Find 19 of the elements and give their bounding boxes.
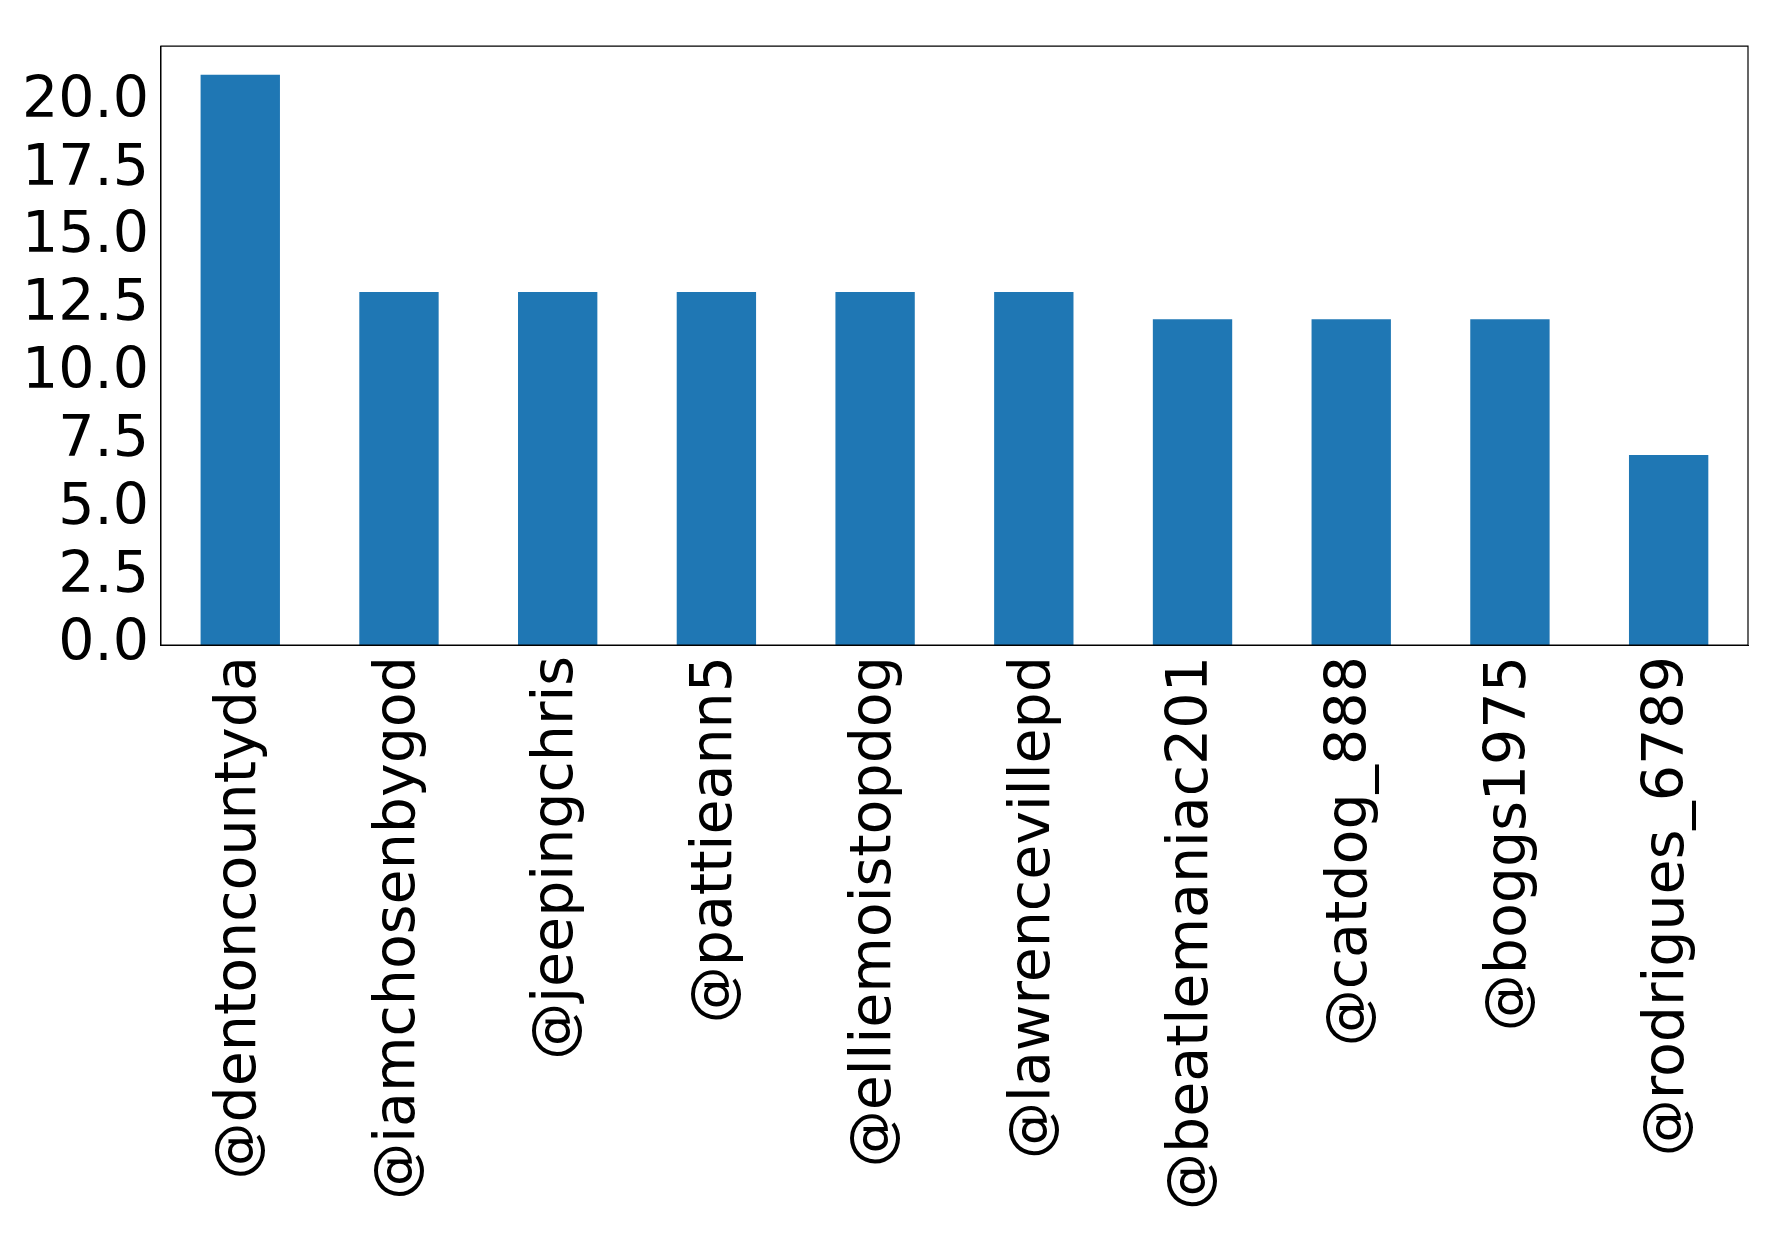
y-tick-label: 15.0	[21, 199, 149, 266]
y-tick-label: 12.5	[21, 267, 149, 334]
x-tick-label: @rodrigues_6789	[1630, 656, 1697, 1157]
x-tick-label: @dentoncountyda	[202, 656, 269, 1180]
x-tick-label: @beatlemaniac201	[1154, 656, 1221, 1211]
y-tick-label: 7.5	[58, 403, 149, 470]
x-tick-label: @lawrencevillepd	[995, 656, 1062, 1159]
y-tick-label: 2.5	[58, 539, 149, 605]
y-tick-label: 10.0	[21, 335, 149, 402]
x-tick-label: @iamchosenbygod	[360, 656, 427, 1200]
x-tick-label: @catdog_888	[1313, 656, 1380, 1047]
y-tick-label: 20.0	[21, 63, 149, 130]
x-tick-label: @elliemoistopdog	[836, 656, 903, 1168]
x-tick-label: @pattieann5	[678, 656, 745, 1024]
y-tick-label: 5.0	[58, 471, 149, 538]
y-tick-label: 17.5	[21, 131, 149, 198]
x-tick-label: @boggs1975	[1471, 656, 1538, 1032]
x-tick-label: @jeepingchris	[519, 656, 586, 1060]
y-tick-label: 0.0	[58, 606, 149, 673]
